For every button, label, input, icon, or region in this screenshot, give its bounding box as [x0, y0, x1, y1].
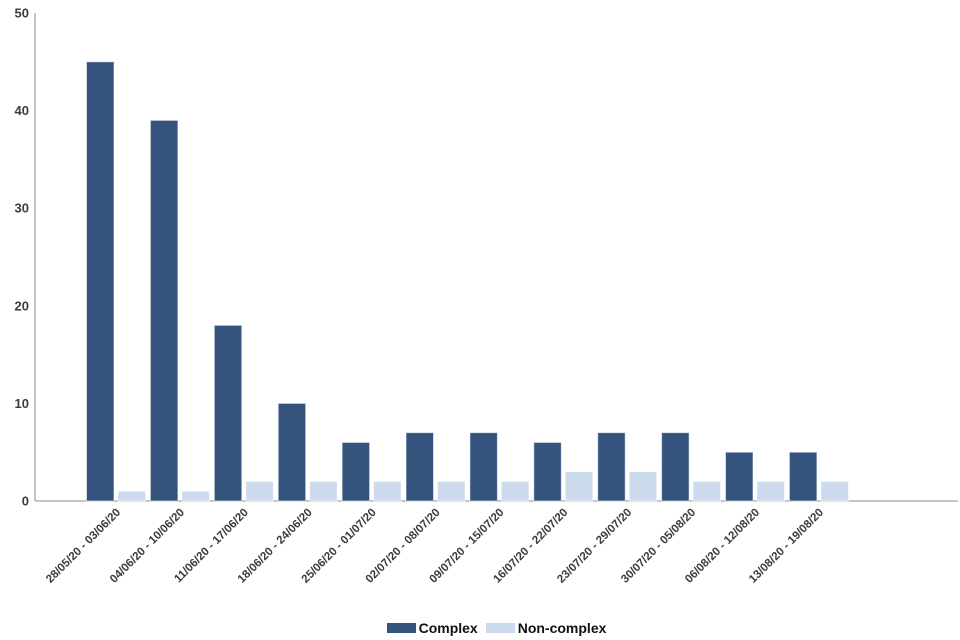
bar-complex — [149, 119, 179, 502]
legend-item-complex: Complex — [385, 620, 478, 636]
bar-complex — [597, 432, 626, 502]
y-axis-label: 10 — [15, 396, 29, 411]
legend-item-non-complex: Non-complex — [484, 620, 607, 636]
y-axis-label: 0 — [22, 494, 29, 509]
bar-non-complex — [628, 471, 658, 502]
legend-swatch-complex-icon — [385, 622, 417, 634]
bar-non-complex — [564, 471, 594, 502]
y-axis-label: 40 — [15, 103, 29, 118]
legend-label-complex: Complex — [418, 620, 478, 636]
bar-non-complex — [820, 480, 849, 502]
legend-label-non-complex: Non-complex — [517, 620, 607, 636]
bar-complex — [725, 451, 754, 502]
bar-non-complex — [500, 480, 530, 502]
y-axis-label: 20 — [15, 298, 29, 313]
bar-non-complex — [692, 480, 722, 502]
bar-non-complex — [373, 480, 402, 502]
y-axis-label: 30 — [15, 201, 29, 216]
bar-complex — [341, 441, 371, 502]
y-axis-label: 50 — [15, 6, 29, 21]
bar-complex — [661, 432, 690, 502]
bar-non-complex — [117, 490, 146, 502]
bar-non-complex — [181, 490, 210, 502]
bar-complex — [277, 402, 307, 502]
bar-non-complex — [309, 480, 338, 502]
bar-non-complex — [437, 480, 466, 502]
legend: Complex Non-complex — [35, 618, 958, 638]
bar-complex — [788, 451, 818, 502]
bar-non-complex — [756, 480, 785, 502]
bar-complex — [405, 432, 434, 502]
bar-complex — [533, 441, 562, 502]
bar-complex — [86, 61, 115, 502]
legend-swatch-non-complex-icon — [484, 622, 516, 634]
bar-complex — [469, 432, 498, 502]
bar-non-complex — [245, 480, 274, 502]
bar-complex — [213, 324, 243, 502]
x-axis-label: 13/08/20 - 19/08/20 — [747, 507, 826, 586]
